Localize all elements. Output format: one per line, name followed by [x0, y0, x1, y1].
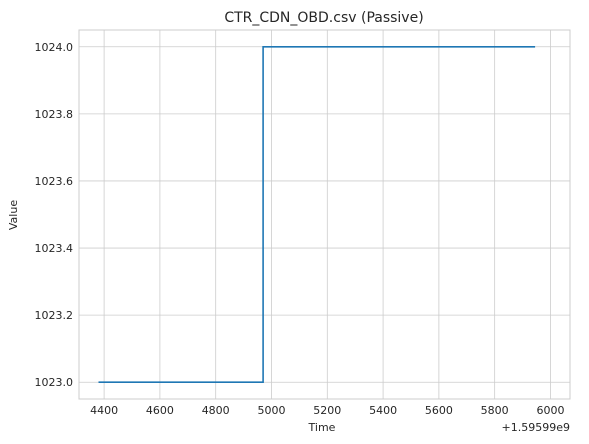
y-tick-label: 1023.6 — [35, 175, 74, 188]
y-axis-label: Value — [7, 200, 20, 230]
x-tick-label: 5800 — [481, 404, 509, 417]
x-tick-label: 4600 — [146, 404, 174, 417]
x-tick-label: 5200 — [313, 404, 341, 417]
y-tick-label: 1024.0 — [35, 41, 74, 54]
x-tick-label: 5000 — [257, 404, 285, 417]
plot-area — [78, 29, 571, 400]
x-axis-label: Time — [308, 421, 336, 434]
x-axis: 4400 4600 4800 5000 5200 5400 5600 5800 6000 — [90, 404, 564, 417]
y-tick-label: 1023.8 — [35, 108, 74, 121]
y-tick-label: 1023.2 — [35, 309, 74, 322]
x-tick-label: 6000 — [536, 404, 564, 417]
x-tick-label: 5600 — [425, 404, 453, 417]
chart-title: CTR_CDN_OBD.csv (Passive) — [224, 10, 423, 26]
y-axis: 1023.0 1023.2 1023.4 1023.6 1023.8 1024.0 — [35, 41, 74, 389]
series-layer — [98, 45, 536, 384]
grid — [79, 30, 570, 399]
x-tick-label: 4800 — [202, 404, 230, 417]
x-tick-label: 5400 — [369, 404, 397, 417]
x-axis-offset-label: +1.59599e9 — [502, 421, 570, 434]
series-line — [98, 45, 536, 384]
y-tick-label: 1023.4 — [35, 242, 74, 255]
x-tick-label: 4400 — [90, 404, 118, 417]
y-tick-label: 1023.0 — [35, 376, 74, 389]
